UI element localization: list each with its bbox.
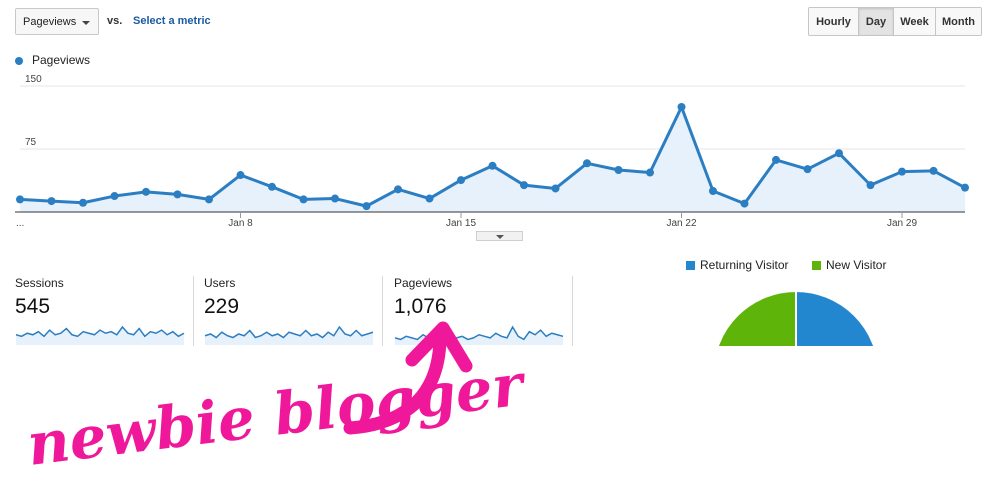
data-point[interactable] <box>772 155 780 164</box>
data-point[interactable] <box>866 181 875 190</box>
data-point[interactable] <box>677 103 686 111</box>
series-area <box>20 107 965 212</box>
data-point[interactable] <box>331 194 339 203</box>
legend-dot-icon <box>15 57 23 65</box>
stat-value: 1,076 <box>394 295 447 318</box>
pie-legend-new: New Visitor <box>812 258 886 272</box>
sessions-sparkline <box>15 325 185 345</box>
new-visitor-swatch <box>812 260 821 270</box>
users-sparkline <box>204 325 374 345</box>
stat-label: Users <box>204 276 236 290</box>
returning-visitor-swatch <box>686 260 695 270</box>
data-point[interactable] <box>299 195 308 204</box>
data-point[interactable] <box>803 165 812 174</box>
period-hourly-button[interactable]: Hourly <box>809 8 859 35</box>
vs-label: vs. <box>107 15 123 27</box>
data-point[interactable] <box>142 187 150 196</box>
data-point[interactable] <box>79 198 87 207</box>
period-week-button[interactable]: Week <box>894 8 936 35</box>
data-point[interactable] <box>835 149 843 158</box>
y-tick-label: 150 <box>25 74 42 85</box>
chart-resize-handle[interactable] <box>476 231 523 241</box>
caret-down-icon <box>496 235 504 239</box>
data-point[interactable] <box>205 195 213 204</box>
sparkline <box>204 325 374 339</box>
divider <box>382 276 383 346</box>
data-point[interactable] <box>47 197 56 206</box>
data-point[interactable] <box>457 176 465 185</box>
visitor-pie-chart <box>713 289 879 346</box>
x-tick-label: Jan 8 <box>228 218 253 229</box>
data-point[interactable] <box>614 166 623 174</box>
pageviews-line-chart: 75 150 Jan 8 Jan 15 Jan 22 Jan 29... <box>15 74 969 229</box>
data-point[interactable] <box>646 168 654 177</box>
x-tick-label: Jan 15 <box>446 218 476 229</box>
stat-value: 545 <box>15 295 51 318</box>
sparkline <box>394 325 564 341</box>
x-tick-label: Jan 29 <box>887 218 917 229</box>
select-metric-link[interactable]: Select a metric <box>133 15 211 27</box>
data-point[interactable] <box>583 159 591 168</box>
annotation-arrow <box>343 333 447 435</box>
pageviews-sparkline <box>394 325 564 345</box>
stat-label: Pageviews <box>394 276 453 290</box>
period-month-button[interactable]: Month <box>936 8 981 35</box>
data-point[interactable] <box>236 171 245 180</box>
stat-value: 229 <box>204 295 240 318</box>
newbie-blogger-annotation: newbie blogger <box>23 321 531 479</box>
data-point[interactable] <box>110 192 119 201</box>
data-point[interactable] <box>520 181 528 190</box>
data-point[interactable] <box>173 190 182 199</box>
y-tick-label: 75 <box>25 137 37 148</box>
metric-select-value: Pageviews <box>23 15 77 28</box>
x-start-label: ... <box>16 218 24 229</box>
sparkline-area <box>16 327 184 345</box>
data-point[interactable] <box>898 167 906 176</box>
pie-slice[interactable] <box>713 289 797 346</box>
data-point[interactable] <box>961 183 969 192</box>
data-point[interactable] <box>929 166 938 175</box>
stat-label: Sessions <box>15 276 64 290</box>
data-point[interactable] <box>551 184 560 193</box>
sparkline-area <box>205 327 373 345</box>
pie-legend-returning: Returning Visitor <box>686 258 789 272</box>
period-day-button[interactable]: Day <box>859 8 894 35</box>
divider <box>193 276 194 346</box>
data-point[interactable] <box>394 185 402 194</box>
data-point[interactable] <box>16 195 24 204</box>
data-point[interactable] <box>362 202 371 211</box>
annotation-arrowhead <box>405 321 473 373</box>
data-point[interactable] <box>709 187 717 195</box>
pie-slice[interactable] <box>795 289 879 346</box>
pie-legend-label: Returning Visitor <box>700 258 789 272</box>
data-point[interactable] <box>268 182 276 191</box>
data-point[interactable] <box>740 199 749 208</box>
x-tick-label: Jan 22 <box>666 218 696 229</box>
period-toggle-group: Hourly Day Week Month <box>808 7 982 36</box>
annotation-text: newbie blogger <box>23 350 531 479</box>
metric-select[interactable]: Pageviews <box>15 8 99 35</box>
divider <box>572 276 573 346</box>
pie-legend-label: New Visitor <box>826 258 887 272</box>
stat-users[interactable]: Users 229 <box>204 276 382 346</box>
data-point[interactable] <box>488 161 497 170</box>
sparkline <box>15 325 185 338</box>
chevron-down-icon <box>82 21 90 25</box>
data-point[interactable] <box>425 194 434 203</box>
stat-sessions[interactable]: Sessions 545 <box>15 276 193 346</box>
stat-pageviews[interactable]: Pageviews 1,076 <box>394 276 572 346</box>
chart-legend-label: Pageviews <box>32 53 91 67</box>
